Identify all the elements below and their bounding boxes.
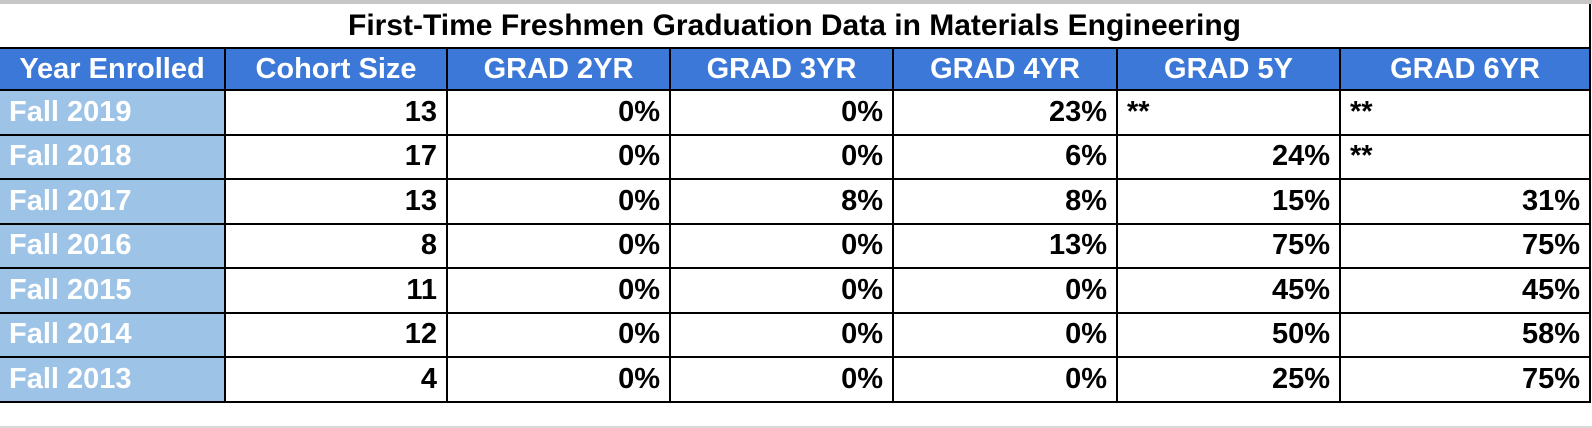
sheet-top-edge [0, 0, 1592, 4]
data-cell[interactable]: 15% [1116, 178, 1341, 225]
data-cell[interactable]: 0% [446, 356, 671, 403]
data-cell[interactable]: 12 [224, 311, 448, 358]
table-row: Fall 2014 12 0% 0% 0% 50% 58% [0, 311, 1591, 358]
data-cell[interactable]: 58% [1339, 311, 1591, 358]
data-cell[interactable]: 0% [892, 356, 1118, 403]
data-cell[interactable]: 13 [224, 178, 448, 225]
column-header[interactable]: GRAD 5Y [1116, 47, 1341, 91]
data-cell[interactable]: 0% [446, 178, 671, 225]
data-cell[interactable]: 17 [224, 133, 448, 180]
data-cell[interactable]: 0% [669, 89, 894, 136]
year-cell[interactable]: Fall 2014 [0, 311, 226, 358]
column-header[interactable]: Cohort Size [224, 47, 448, 91]
year-cell[interactable]: Fall 2019 [0, 89, 226, 136]
data-cell[interactable]: 0% [446, 89, 671, 136]
column-header[interactable]: GRAD 6YR [1339, 47, 1591, 91]
data-cell[interactable]: 0% [669, 133, 894, 180]
data-cell[interactable]: 0% [669, 267, 894, 314]
data-cell[interactable]: 45% [1116, 267, 1341, 314]
table-row: Fall 2016 8 0% 0% 13% 75% 75% [0, 222, 1591, 269]
year-cell[interactable]: Fall 2015 [0, 267, 226, 314]
data-cell[interactable]: 23% [892, 89, 1118, 136]
column-header[interactable]: GRAD 2YR [446, 47, 671, 91]
year-cell[interactable]: Fall 2013 [0, 356, 226, 403]
data-cell[interactable]: 13 [224, 89, 448, 136]
sheet-bottom-edge [0, 426, 1592, 428]
data-cell[interactable]: 50% [1116, 311, 1341, 358]
data-cell[interactable]: 75% [1116, 222, 1341, 269]
year-cell[interactable]: Fall 2017 [0, 178, 226, 225]
data-cell[interactable]: 0% [892, 311, 1118, 358]
data-cell[interactable]: 11 [224, 267, 448, 314]
data-cell[interactable]: 8 [224, 222, 448, 269]
table-row: Fall 2017 13 0% 8% 8% 15% 31% [0, 178, 1591, 225]
data-cell[interactable]: 0% [669, 222, 894, 269]
data-cell[interactable]: 25% [1116, 356, 1341, 403]
data-cell[interactable]: 0% [446, 311, 671, 358]
year-cell[interactable]: Fall 2016 [0, 222, 226, 269]
data-cell[interactable]: 24% [1116, 133, 1341, 180]
data-cell[interactable]: 0% [892, 267, 1118, 314]
data-cell[interactable]: 0% [446, 267, 671, 314]
data-cell[interactable]: 8% [669, 178, 894, 225]
data-cell[interactable]: 0% [446, 222, 671, 269]
data-cell[interactable]: 13% [892, 222, 1118, 269]
table-header-row: Year Enrolled Cohort Size GRAD 2YR GRAD 3YR… [0, 47, 1591, 91]
table-title-row: First-Time Freshmen Graduation Data in M… [0, 4, 1591, 49]
column-header[interactable]: GRAD 4YR [892, 47, 1118, 91]
data-cell[interactable]: 45% [1339, 267, 1591, 314]
data-cell[interactable]: 0% [446, 133, 671, 180]
suppressed-value-cell[interactable]: ** [1339, 89, 1591, 136]
table-row: Fall 2019 13 0% 0% 23% ** ** [0, 89, 1591, 136]
data-cell[interactable]: 0% [669, 356, 894, 403]
suppressed-value-cell[interactable]: ** [1339, 133, 1591, 180]
suppressed-value-cell[interactable]: ** [1116, 89, 1341, 136]
column-header[interactable]: Year Enrolled [0, 47, 226, 91]
year-cell[interactable]: Fall 2018 [0, 133, 226, 180]
data-cell[interactable]: 6% [892, 133, 1118, 180]
data-cell[interactable]: 8% [892, 178, 1118, 225]
data-cell[interactable]: 75% [1339, 222, 1591, 269]
table-title: First-Time Freshmen Graduation Data in M… [0, 4, 1591, 49]
table-row: Fall 2018 17 0% 0% 6% 24% ** [0, 133, 1591, 180]
data-cell[interactable]: 0% [669, 311, 894, 358]
table-row: Fall 2013 4 0% 0% 0% 25% 75% [0, 356, 1591, 403]
data-cell[interactable]: 31% [1339, 178, 1591, 225]
column-header[interactable]: GRAD 3YR [669, 47, 894, 91]
table-row: Fall 2015 11 0% 0% 0% 45% 45% [0, 267, 1591, 314]
data-cell[interactable]: 4 [224, 356, 448, 403]
graduation-data-table: First-Time Freshmen Graduation Data in M… [0, 4, 1591, 403]
data-cell[interactable]: 75% [1339, 356, 1591, 403]
